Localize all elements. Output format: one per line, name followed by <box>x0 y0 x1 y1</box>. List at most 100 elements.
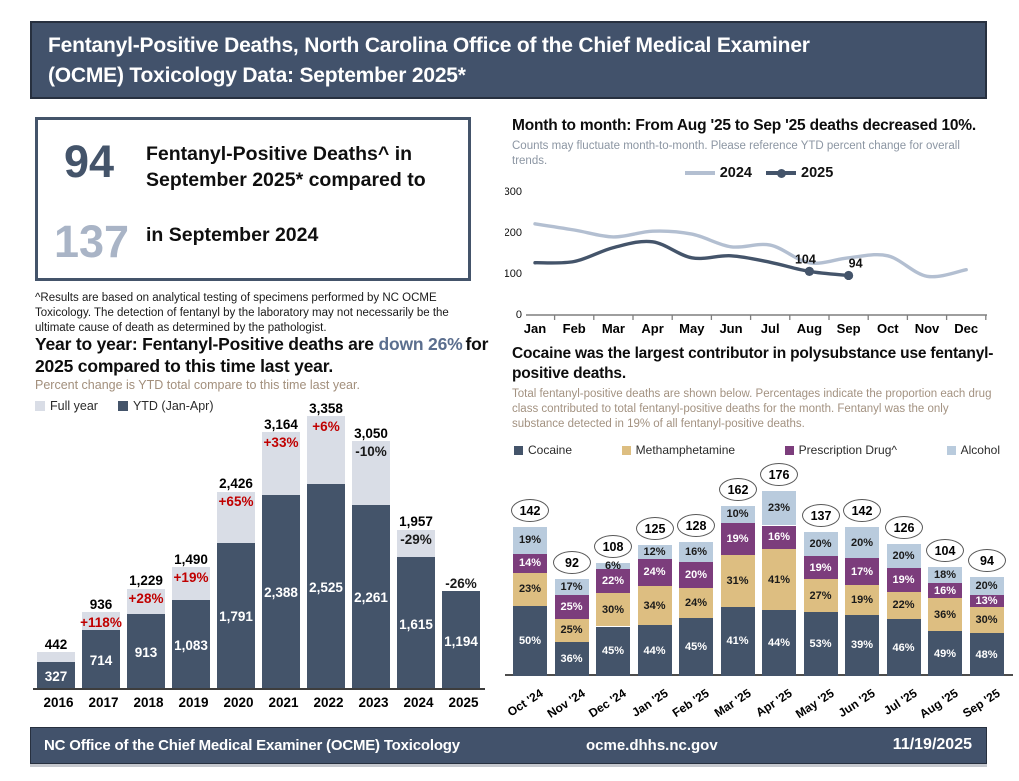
current-count-label: Fentanyl-Positive Deaths^ in September 2… <box>146 143 426 192</box>
month-axis-label-Jan: Jan <box>524 321 546 336</box>
segment-prescription-drug--May '25: 19% <box>803 556 838 580</box>
ytd-bar-2021 <box>262 494 300 688</box>
segment-methamphetamine-Mar '25: 31% <box>720 554 755 607</box>
poly-stacked-chart-plot: 50% 23% 14% 19% 142 36% 25% 25% 17% 92 45% 30% 22% 6%… <box>505 462 1013 676</box>
legend-item-2024: 2024 <box>684 165 752 181</box>
total-oval-May '25: 137 <box>802 504 840 527</box>
segment-cocaine-Jun '25: 39% <box>845 614 879 676</box>
legend-line-swatch <box>684 171 715 175</box>
footer-org-name: NC Office of the Chief Medical Examiner … <box>44 737 460 754</box>
total-oval-Aug '25: 104 <box>926 539 964 562</box>
segment-pct-label: 17% <box>560 581 583 594</box>
legend-swatch <box>946 445 956 455</box>
month-axis-label-Nov: Nov <box>915 321 940 336</box>
year-axis-label-2017: 2017 <box>88 695 119 710</box>
segment-alcohol-Feb '25: 16% <box>679 541 713 563</box>
month-axis-label-Oct: Oct <box>877 321 899 336</box>
segment-alcohol-Mar '25: 10% <box>720 505 755 523</box>
header-banner: Fentanyl-Positive Deaths, North Carolina… <box>30 21 987 99</box>
total-oval-Feb '25: 128 <box>677 514 715 537</box>
current-count: 94 <box>64 136 115 187</box>
total-oval-Jan '25: 125 <box>636 517 674 540</box>
segment-cocaine-Dec '24: 45% <box>596 626 630 676</box>
total-oval-Jun '25: 142 <box>843 499 881 522</box>
month-axis-label-Dec: Dec <box>954 321 978 336</box>
segment-pct-label: 45% <box>684 641 708 654</box>
segment-pct-label: 19% <box>726 532 749 545</box>
year-axis-label-2025: 2025 <box>448 695 479 710</box>
segment-methamphetamine-Jul '25: 22% <box>886 591 921 620</box>
segment-alcohol-Aug '25: 18% <box>928 566 962 584</box>
point-marker-Sep <box>844 270 854 281</box>
ytd-value-label: 913 <box>134 645 158 660</box>
bar-total-label: 1,957 <box>399 514 433 529</box>
year-chart-legend: Full year YTD (Jan-Apr) <box>35 399 214 413</box>
segment-pct-label: 24% <box>684 597 708 610</box>
footer-banner: NC Office of the Chief Medical Examiner … <box>30 727 987 764</box>
line-2025 <box>533 239 851 278</box>
total-oval-Sep '25: 94 <box>968 549 1006 572</box>
segment-prescription-drug--Jun '25: 17% <box>845 558 879 585</box>
ytd-value-label: 1,083 <box>174 638 208 653</box>
segment-pct-label: 19% <box>850 593 874 606</box>
year-chart-caption: Percent change is YTD total compare to t… <box>35 378 360 392</box>
segment-alcohol-Oct '24: 19% <box>513 526 547 554</box>
year-bar-chart: 442 327 936 +118% 714 1,229 +28% 913 1,490 +19% 1,… <box>33 401 487 714</box>
legend-label: 2025 <box>801 165 834 181</box>
legend-swatch <box>117 401 128 411</box>
segment-pct-label: 20% <box>684 568 708 581</box>
segment-methamphetamine-Nov '24: 25% <box>554 618 589 643</box>
y-axis-label: 0 <box>516 309 522 321</box>
legend-item-prescription-drug-: Prescription Drug^ <box>784 443 897 457</box>
year-bar-chart-plot: 442 327 936 +118% 714 1,229 +28% 913 1,490 +19% 1,… <box>33 401 485 690</box>
segment-prescription-drug--Feb '25: 20% <box>679 562 713 588</box>
year-axis-label-2016: 2016 <box>43 695 74 710</box>
ytd-bar-2024 <box>397 557 435 688</box>
segment-prescription-drug--Mar '25: 19% <box>720 522 755 555</box>
point-label-Sep: 94 <box>849 256 863 270</box>
ytd-bar-2023 <box>352 504 390 688</box>
ytd-value-label: 714 <box>89 653 113 668</box>
legend-item-alcohol: Alcohol <box>946 443 1000 457</box>
year-title-highlight: down 26% <box>378 334 463 354</box>
pct-change-label: +33% <box>263 435 299 450</box>
legend-item-methamphetamine: Methamphetamine <box>621 443 736 457</box>
segment-pct-label: 22% <box>601 575 625 588</box>
segment-pct-label: 45% <box>601 645 625 658</box>
total-oval-Nov '24: 92 <box>553 551 591 574</box>
month-chart-caption: Counts may fluctuate month-to-month. Ple… <box>512 140 960 167</box>
segment-pct-label: 6% <box>605 559 621 572</box>
segment-methamphetamine-Apr '25: 41% <box>762 549 796 611</box>
ytd-bar-2018 <box>127 614 165 688</box>
ytd-value-label: 1,194 <box>444 634 478 649</box>
segment-pct-label: 44% <box>767 637 791 650</box>
total-oval-Oct '24: 142 <box>511 499 549 522</box>
legend-item-ytd-jan-apr-: YTD (Jan-Apr) <box>117 399 214 413</box>
ytd-value-label: 2,388 <box>264 585 298 600</box>
legend-line-swatch <box>766 168 796 178</box>
segment-cocaine-Apr '25: 44% <box>762 610 796 676</box>
legend-line-dot <box>777 168 786 178</box>
segment-pct-label: 50% <box>518 634 542 647</box>
poly-chart-legend: Cocaine Methamphetamine Prescription Drug^… <box>514 443 1000 457</box>
year-axis-label-2024: 2024 <box>403 695 434 710</box>
segment-pct-label: 25% <box>560 624 583 637</box>
footer-website: ocme.dhhs.nc.gov <box>586 737 718 754</box>
previous-count: 137 <box>54 216 130 267</box>
segment-pct-label: 19% <box>518 534 542 547</box>
segment-pct-label: 41% <box>767 573 791 586</box>
month-chart-title: Month to month: From Aug '25 to Sep '25 … <box>512 117 976 134</box>
segment-alcohol-Jun '25: 20% <box>845 526 879 559</box>
pct-change-label: +65% <box>218 494 254 509</box>
legend-label: Methamphetamine <box>635 443 736 457</box>
year-chart-title: Year to year: Fentanyl-Positive deaths a… <box>35 333 493 378</box>
segment-methamphetamine-May '25: 27% <box>803 579 838 612</box>
point-label-Aug: 104 <box>795 252 816 266</box>
month-axis-label-Mar: Mar <box>602 321 625 336</box>
pct-change-label: +118% <box>80 615 122 630</box>
ytd-bar-2020 <box>217 542 255 688</box>
segment-pct-label: 34% <box>643 599 666 612</box>
ytd-bar-2016 <box>37 661 75 688</box>
pct-change-label: -26% <box>445 576 477 591</box>
segment-pct-label: 22% <box>892 599 915 612</box>
